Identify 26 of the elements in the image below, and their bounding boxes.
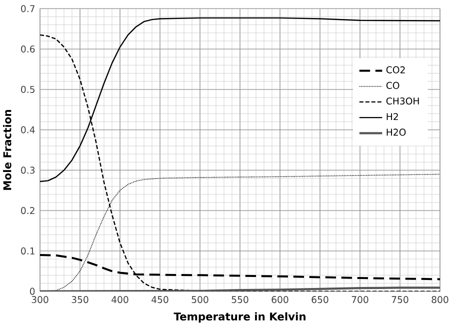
x-tick-label: 700 <box>352 296 368 304</box>
y-tick-label: 0.1 <box>21 247 34 254</box>
y-tick-label: 0.2 <box>21 207 34 214</box>
x-tick-label: 300 <box>32 296 48 304</box>
y-tick-label: 0.3 <box>21 166 35 174</box>
x-tick-label: 800 <box>432 296 448 304</box>
y-tick-label: 0.6 <box>21 46 35 53</box>
y-tick-label: 0.5 <box>21 86 34 93</box>
legend-label: H2 <box>386 113 398 120</box>
legend-label: CO2 <box>386 66 405 74</box>
x-tick-label: 450 <box>152 296 168 304</box>
legend-label: CH3OH <box>386 97 419 105</box>
y-tick-label: 0.4 <box>21 126 35 134</box>
legend-label: H2O <box>386 128 406 136</box>
x-axis-title: Temperature in Kelvin <box>174 312 306 323</box>
x-tick-label: 650 <box>312 296 328 304</box>
legend-label: CO <box>386 82 400 89</box>
y-tick-label: 0.7 <box>21 5 34 12</box>
y-axis-title: Mole Fraction <box>3 110 12 190</box>
x-tick-label: 350 <box>72 296 88 304</box>
x-tick-label: 500 <box>192 296 208 304</box>
y-tick-label: 0 <box>30 288 35 295</box>
x-tick-label: 600 <box>272 296 288 304</box>
x-tick-label: 400 <box>112 296 128 304</box>
x-tick-label: 550 <box>232 296 248 304</box>
x-tick-label: 750 <box>392 296 408 304</box>
